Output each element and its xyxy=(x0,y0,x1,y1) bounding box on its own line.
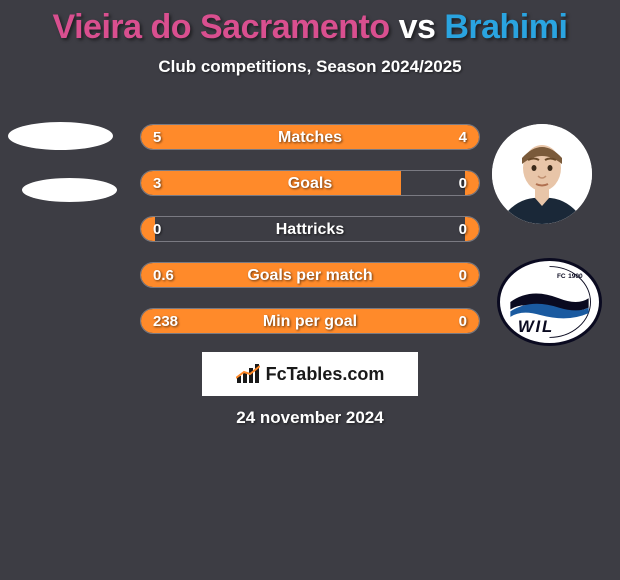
svg-text:1900: 1900 xyxy=(568,273,583,280)
bar-goals: Goals 3 0 xyxy=(140,170,480,196)
player2-avatar xyxy=(492,124,592,224)
bar-value-right: 0 xyxy=(459,263,467,288)
bar-label: Hattricks xyxy=(141,217,479,242)
bar-value-left: 0 xyxy=(153,217,161,242)
bar-value-right: 4 xyxy=(459,125,467,150)
comparison-title: Vieira do Sacramento vs Brahimi xyxy=(0,0,620,47)
comparison-date: 24 november 2024 xyxy=(0,408,620,428)
bar-matches: Matches 5 4 xyxy=(140,124,480,150)
svg-text:FC: FC xyxy=(557,273,566,280)
bar-label: Goals per match xyxy=(141,263,479,288)
bar-value-right: 0 xyxy=(459,217,467,242)
player1-name: Vieira do Sacramento xyxy=(53,8,390,46)
bar-hattricks: Hattricks 0 0 xyxy=(140,216,480,242)
player1-club-badge xyxy=(22,178,117,202)
bar-value-left: 5 xyxy=(153,125,161,150)
bar-chart-icon xyxy=(236,364,260,384)
brand-badge: FcTables.com xyxy=(202,352,418,396)
bar-value-left: 238 xyxy=(153,309,178,334)
player2-club-badge: FC 1900 WIL xyxy=(497,258,602,346)
bar-goals-per-match: Goals per match 0.6 0 xyxy=(140,262,480,288)
bar-label: Matches xyxy=(141,125,479,150)
bar-label: Goals xyxy=(141,171,479,196)
bar-label: Min per goal xyxy=(141,309,479,334)
bar-value-left: 0.6 xyxy=(153,263,174,288)
brand-text: FcTables.com xyxy=(266,364,385,385)
player2-name: Brahimi xyxy=(444,8,567,46)
comparison-bars: Matches 5 4 Goals 3 0 Hattricks 0 0 Goal… xyxy=(140,124,480,354)
player1-avatar xyxy=(8,122,113,150)
bar-value-left: 3 xyxy=(153,171,161,196)
comparison-subtitle: Club competitions, Season 2024/2025 xyxy=(0,57,620,77)
svg-text:WIL: WIL xyxy=(518,317,554,336)
vs-text: vs xyxy=(390,8,445,46)
bar-min-per-goal: Min per goal 238 0 xyxy=(140,308,480,334)
bar-value-right: 0 xyxy=(459,171,467,196)
bar-value-right: 0 xyxy=(459,309,467,334)
